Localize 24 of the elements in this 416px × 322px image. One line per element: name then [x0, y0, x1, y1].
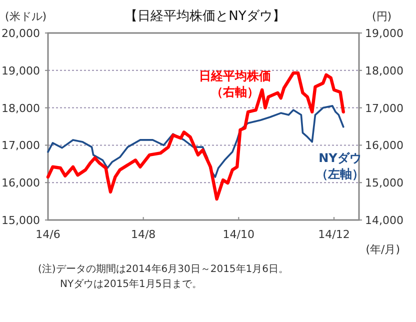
y2-tick-label: 17,000	[365, 102, 404, 115]
y2-axis-title: (円)	[372, 10, 392, 23]
x-tick-label: 14/6	[36, 228, 60, 241]
x-axis-title: (年/月)	[366, 243, 400, 256]
y2-tick-label: 16,000	[365, 139, 404, 152]
y-axis-title: (米ドル)	[5, 10, 47, 23]
y-tick-label: 16,000	[2, 176, 40, 190]
y2-tick-label: 15,000	[365, 176, 404, 190]
y2-tick-label: 18,000	[365, 64, 404, 78]
text: NYダウは2015年1月5日まで。	[60, 278, 202, 290]
y-tick-label: 20,000	[2, 27, 40, 40]
x-tick-label: 14/10	[222, 228, 255, 241]
y-tick-label: 17,000	[2, 139, 40, 152]
series-label: 日経平均株価（右軸）	[198, 68, 272, 100]
y2-tick-label: 14,000	[365, 214, 404, 227]
chart-title: 【日経平均株価とNYダウ】	[124, 9, 286, 24]
y2-tick-label: 19,000	[365, 27, 404, 40]
x-tick-label: 14/12	[318, 228, 350, 241]
series-label: NYダウ（左軸）	[315, 150, 365, 182]
y-tick-label: 18,000	[2, 102, 40, 115]
y-tick-label: 15,000	[2, 214, 40, 227]
y-tick-label: 19,000	[2, 64, 40, 78]
x-tick-label: 14/8	[130, 228, 156, 241]
text: (注)データの期間は2014年6月30日～2015年1月6日。	[38, 263, 289, 275]
